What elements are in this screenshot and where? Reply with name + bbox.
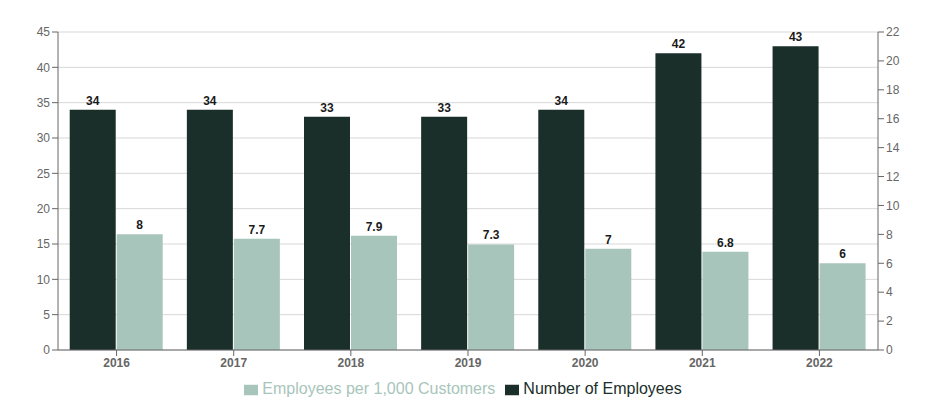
- svg-text:34: 34: [555, 94, 569, 108]
- svg-text:2021: 2021: [689, 356, 716, 370]
- svg-text:5: 5: [43, 308, 50, 322]
- svg-text:20: 20: [886, 54, 900, 68]
- svg-text:20: 20: [37, 202, 51, 216]
- svg-text:43: 43: [789, 30, 803, 44]
- svg-text:25: 25: [37, 167, 51, 181]
- svg-text:6.8: 6.8: [717, 236, 734, 250]
- svg-text:45: 45: [37, 25, 51, 39]
- svg-text:34: 34: [203, 94, 217, 108]
- svg-text:10: 10: [37, 273, 51, 287]
- svg-text:8: 8: [886, 228, 893, 242]
- svg-text:2020: 2020: [572, 356, 599, 370]
- svg-text:33: 33: [437, 101, 451, 115]
- svg-text:6: 6: [886, 257, 893, 271]
- svg-text:16: 16: [886, 112, 900, 126]
- svg-text:22: 22: [886, 25, 900, 39]
- svg-text:7: 7: [605, 233, 612, 247]
- html-text:Number of Employees: Number of Employees: [523, 380, 682, 397]
- svg-text:2018: 2018: [338, 356, 365, 370]
- svg-text:0: 0: [886, 343, 893, 357]
- svg-text:7.7: 7.7: [249, 223, 266, 237]
- svg-text:42: 42: [672, 37, 686, 51]
- svg-text:35: 35: [37, 96, 51, 110]
- svg-text:8: 8: [136, 218, 143, 232]
- svg-text:0: 0: [43, 343, 50, 357]
- svg-text:18: 18: [886, 83, 900, 97]
- svg-text:6: 6: [839, 247, 846, 261]
- svg-text:15: 15: [37, 237, 51, 251]
- svg-text:2: 2: [886, 314, 893, 328]
- html-text:Employees per 1,000 Customers: Employees per 1,000 Customers: [262, 380, 496, 397]
- svg-text:7.3: 7.3: [483, 228, 500, 242]
- svg-text:40: 40: [37, 61, 51, 75]
- svg-text:2019: 2019: [455, 356, 482, 370]
- svg-text:34: 34: [86, 94, 100, 108]
- svg-text:2016: 2016: [103, 356, 130, 370]
- svg-text:4: 4: [886, 285, 893, 299]
- svg-text:2017: 2017: [220, 356, 247, 370]
- svg-text:14: 14: [886, 141, 900, 155]
- svg-text:7.9: 7.9: [366, 220, 383, 234]
- svg-text:2022: 2022: [806, 356, 833, 370]
- svg-text:30: 30: [37, 131, 51, 145]
- svg-text:33: 33: [320, 101, 334, 115]
- svg-text:10: 10: [886, 199, 900, 213]
- svg-text:12: 12: [886, 170, 900, 184]
